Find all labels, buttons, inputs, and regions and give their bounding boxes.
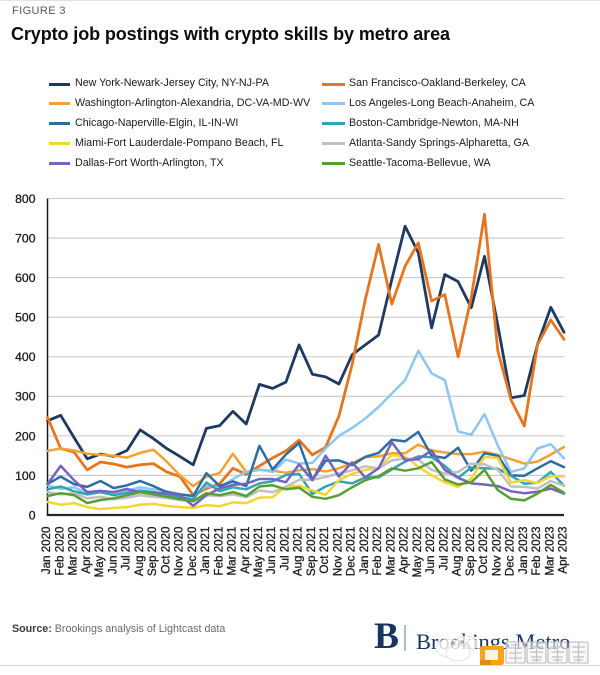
svg-text:500: 500 [15, 311, 36, 325]
svg-text:400: 400 [15, 350, 36, 364]
svg-text:Nov 2020: Nov 2020 [173, 527, 186, 577]
svg-text:Feb 2023: Feb 2023 [530, 527, 543, 576]
svg-text:Feb 2021: Feb 2021 [212, 527, 225, 576]
svg-text:Mar 2020: Mar 2020 [67, 527, 80, 576]
svg-text:Jan 2020: Jan 2020 [40, 527, 53, 575]
svg-text:600: 600 [15, 271, 36, 285]
svg-text:300: 300 [15, 390, 36, 404]
svg-text:Oct 2022: Oct 2022 [477, 527, 490, 574]
svg-text:Aug 2020: Aug 2020 [133, 527, 146, 577]
svg-text:Jul 2022: Jul 2022 [437, 527, 450, 571]
svg-text:Sep 2020: Sep 2020 [146, 527, 159, 577]
svg-text:Apr 2023: Apr 2023 [557, 527, 570, 574]
svg-text:800: 800 [15, 192, 36, 206]
svg-text:May 2021: May 2021 [252, 527, 265, 578]
svg-text:Jul 2021: Jul 2021 [278, 527, 291, 571]
svg-text:Nov 2022: Nov 2022 [490, 527, 503, 577]
svg-text:Sep 2022: Sep 2022 [464, 527, 477, 577]
svg-text:Oct 2020: Oct 2020 [159, 527, 172, 574]
svg-text:Dec 2022: Dec 2022 [504, 527, 517, 577]
svg-text:Jun 2022: Jun 2022 [424, 527, 437, 575]
svg-text:Mar 2021: Mar 2021 [226, 527, 239, 576]
svg-text:Jan 2022: Jan 2022 [358, 527, 371, 575]
svg-text:Apr 2020: Apr 2020 [80, 527, 93, 574]
svg-text:May 2020: May 2020 [93, 527, 106, 578]
svg-text:Oct 2021: Oct 2021 [318, 527, 331, 574]
svg-text:Feb 2022: Feb 2022 [371, 527, 384, 576]
svg-text:100: 100 [15, 469, 36, 483]
svg-text:Jun 2020: Jun 2020 [106, 527, 119, 575]
svg-text:Sep 2021: Sep 2021 [305, 527, 318, 577]
svg-text:Nov 2021: Nov 2021 [331, 527, 344, 577]
svg-text:Jan 2023: Jan 2023 [517, 527, 530, 575]
svg-text:Jan 2021: Jan 2021 [199, 527, 212, 575]
svg-text:Mar 2022: Mar 2022 [384, 527, 397, 576]
svg-text:Dec 2020: Dec 2020 [186, 527, 199, 577]
svg-text:Feb 2020: Feb 2020 [53, 527, 66, 576]
svg-text:Jun 2021: Jun 2021 [265, 527, 278, 575]
svg-text:Aug 2022: Aug 2022 [451, 527, 464, 577]
svg-text:Apr 2021: Apr 2021 [239, 527, 252, 574]
svg-text:Aug 2021: Aug 2021 [292, 527, 305, 577]
svg-text:0: 0 [29, 508, 36, 522]
svg-text:Mar 2023: Mar 2023 [543, 527, 556, 576]
svg-text:200: 200 [15, 429, 36, 443]
svg-text:Dec 2021: Dec 2021 [345, 527, 358, 577]
svg-text:May 2022: May 2022 [411, 527, 424, 578]
svg-text:Jul 2020: Jul 2020 [120, 527, 133, 571]
svg-text:Apr 2022: Apr 2022 [398, 527, 411, 574]
svg-text:700: 700 [15, 231, 36, 245]
